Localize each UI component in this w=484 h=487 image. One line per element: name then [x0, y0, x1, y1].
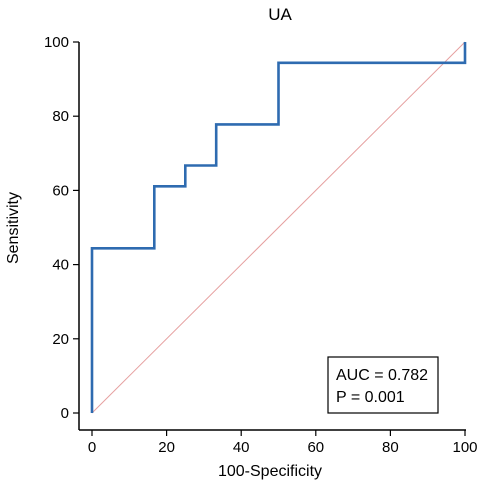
x-tick-label: 20: [158, 439, 175, 456]
x-tick-label: 80: [382, 439, 399, 456]
reference-diagonal-line: [91, 41, 466, 414]
x-axis-label: 100-Specificity: [218, 463, 322, 480]
x-tick-label: 100: [452, 439, 477, 456]
y-axis-label: Sensitivity: [5, 192, 22, 264]
y-tick-label: 100: [44, 34, 69, 51]
y-tick-label: 20: [52, 331, 69, 348]
ticks: 0 20 40 60 80 100 0 20 40 60 80 100: [44, 34, 478, 456]
y-tick-label: 80: [52, 108, 69, 125]
x-tick-label: 40: [233, 439, 250, 456]
y-tick-label: 60: [52, 182, 69, 199]
p-value-text: P = 0.001: [336, 389, 405, 406]
y-tick-label: 0: [61, 405, 69, 422]
annotation-frame: [327, 356, 439, 414]
axes: [78, 42, 466, 431]
x-tick-label: 60: [307, 439, 324, 456]
roc-curve-line: [90, 42, 467, 413]
data-marks: [90, 41, 467, 414]
y-tick-label: 40: [52, 257, 69, 274]
x-tick-label: 0: [88, 439, 96, 456]
auc-text: AUC = 0.782: [336, 367, 428, 384]
chart-title: UA: [268, 5, 292, 24]
auc-annotation-box: AUC = 0.782 P = 0.001: [327, 356, 439, 414]
